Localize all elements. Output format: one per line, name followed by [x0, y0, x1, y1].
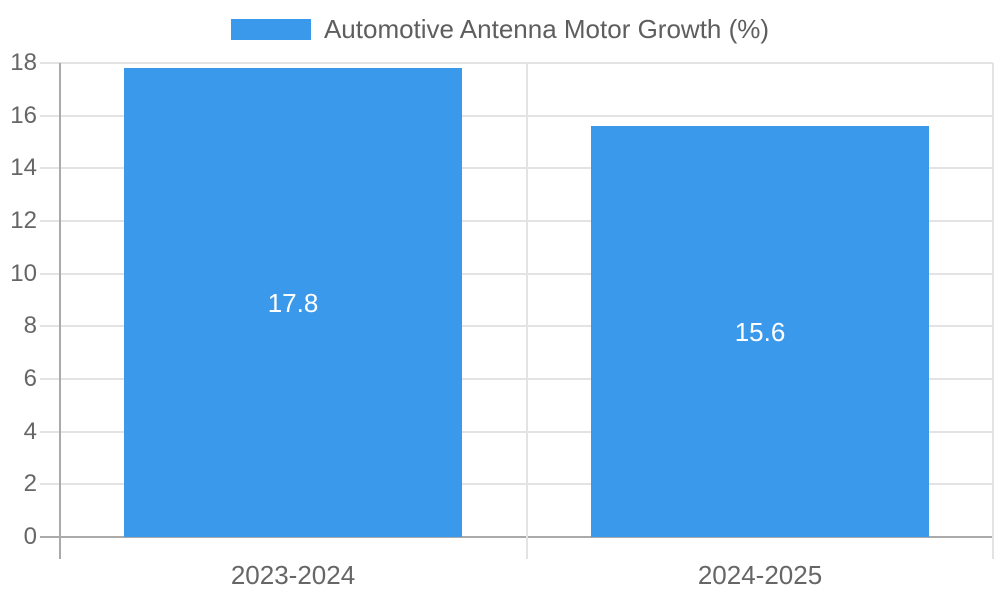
y-axis-line [59, 63, 61, 559]
gridline-horizontal [40, 483, 993, 486]
y-tick-label: 18 [10, 49, 37, 76]
x-tick-label: 2023-2024 [230, 560, 356, 590]
gridline-horizontal [40, 272, 993, 275]
gridline-horizontal [40, 378, 993, 380]
legend[interactable]: Automotive Antenna Motor Growth (%) [0, 14, 1000, 44]
y-tick-label: 6 [23, 365, 37, 392]
bar-2023-2024[interactable] [124, 68, 462, 537]
legend-label: Automotive Antenna Motor Growth (%) [323, 14, 770, 44]
gridline-horizontal [40, 114, 993, 117]
gridline-horizontal [40, 220, 993, 222]
y-tick-label: 2 [23, 470, 37, 498]
y-tick-label: 14 [10, 154, 37, 182]
y-tick-label: 0 [23, 523, 37, 550]
y-tick-label: 12 [10, 207, 37, 234]
bar-2024-2025[interactable] [591, 126, 929, 537]
bar-value-label: 15.6 [734, 317, 786, 347]
legend-swatch [230, 18, 311, 40]
y-tick-label: 16 [10, 101, 37, 129]
gridline-horizontal [40, 167, 993, 170]
x-axis-line [40, 536, 993, 538]
gridline-vertical [525, 63, 528, 559]
bar-value-label: 17.8 [267, 288, 319, 318]
y-tick-label: 4 [23, 417, 37, 445]
gridline-vertical [992, 63, 994, 559]
gridline-horizontal [40, 62, 993, 64]
gridline-horizontal [40, 430, 993, 433]
y-tick-label: 8 [23, 312, 37, 340]
gridline-horizontal [40, 325, 993, 328]
y-tick-label: 10 [10, 259, 37, 287]
x-tick-label: 2024-2025 [697, 560, 823, 590]
